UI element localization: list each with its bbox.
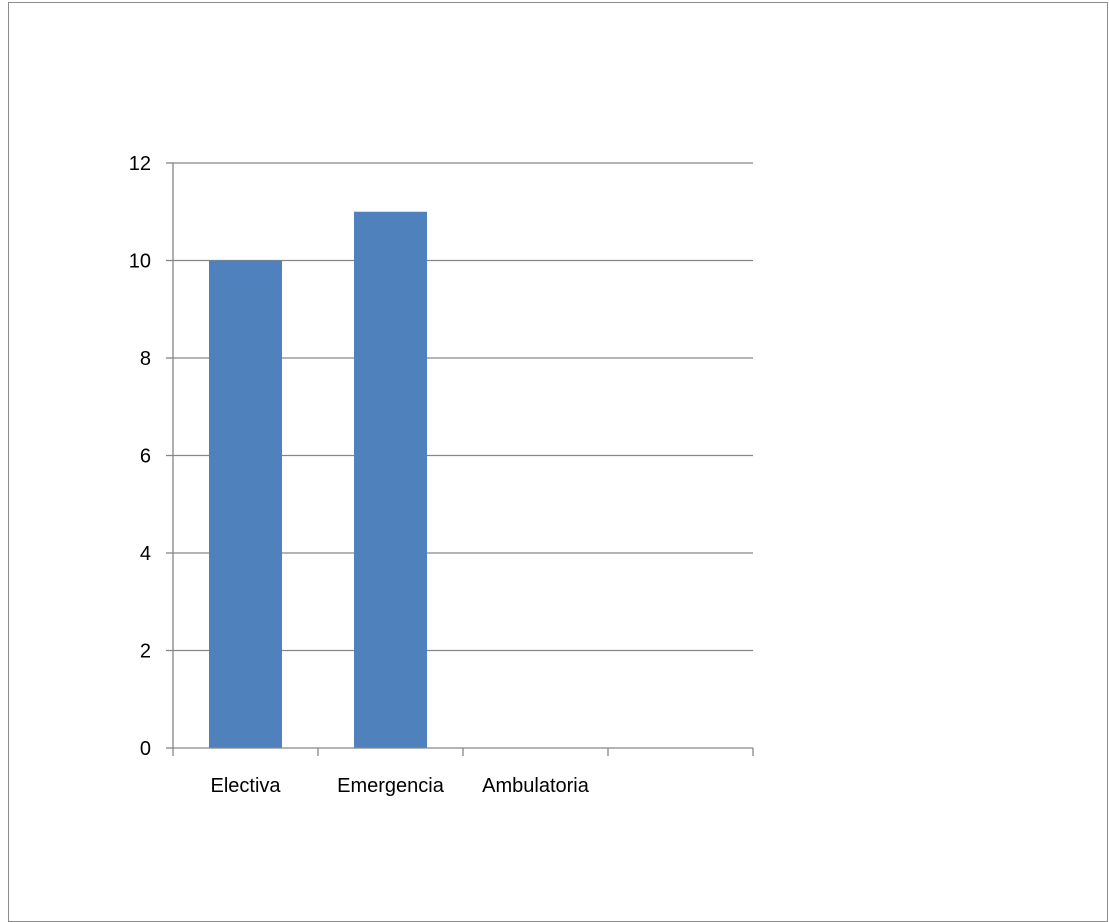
y-tick-label-8: 8 bbox=[140, 348, 151, 370]
x-tick-label-electiva: Electiva bbox=[210, 775, 281, 797]
axes bbox=[166, 162, 754, 756]
y-tick-label-10: 10 bbox=[129, 251, 151, 273]
tick-labels: 0 2 4 6 8 10 12 Electiva Emergencia Ambulatoria bbox=[129, 153, 590, 797]
x-tick-label-emergencia: Emergencia bbox=[337, 775, 445, 797]
bars bbox=[209, 211, 427, 748]
y-tick-label-6: 6 bbox=[140, 446, 151, 468]
chart-frame bbox=[8, 2, 1108, 922]
y-tick-label-12: 12 bbox=[129, 153, 151, 175]
y-tick-label-2: 2 bbox=[140, 641, 151, 663]
bar-emergencia bbox=[354, 211, 427, 748]
y-tick-label-0: 0 bbox=[140, 738, 151, 760]
x-tick-label-ambulatoria: Ambulatoria bbox=[482, 775, 590, 797]
bar-electiva bbox=[209, 260, 282, 748]
y-tick-label-4: 4 bbox=[140, 543, 151, 565]
